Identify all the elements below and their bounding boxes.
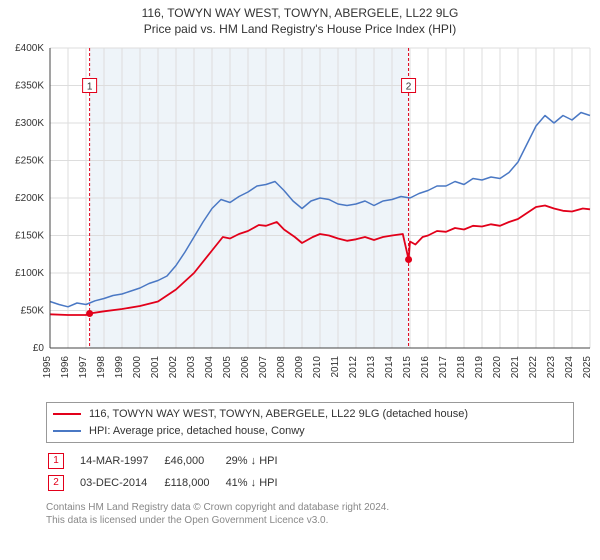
svg-text:2009: 2009: [294, 356, 305, 379]
svg-text:1: 1: [87, 82, 93, 93]
svg-text:£400K: £400K: [15, 43, 44, 54]
legend-swatch-a: [53, 413, 81, 415]
svg-text:1999: 1999: [114, 356, 125, 379]
footer-line-2: This data is licensed under the Open Gov…: [46, 514, 574, 527]
svg-text:£250K: £250K: [15, 156, 44, 167]
legend: 116, TOWYN WAY WEST, TOWYN, ABERGELE, LL…: [46, 402, 574, 443]
chart-svg: £0 £50K £100K £150K £200K £250K £300K £350K £400…: [6, 42, 594, 392]
svg-text:1997: 1997: [78, 356, 89, 379]
legend-swatch-b: [53, 430, 81, 432]
sale-date: 03-DEC-2014: [80, 473, 162, 493]
svg-text:2010: 2010: [312, 356, 323, 379]
svg-text:2022: 2022: [528, 356, 539, 379]
svg-text:2008: 2008: [276, 356, 287, 379]
svg-text:2013: 2013: [366, 356, 377, 379]
svg-text:1996: 1996: [60, 356, 71, 379]
svg-text:2023: 2023: [546, 356, 557, 379]
page-title-1: 116, TOWYN WAY WEST, TOWYN, ABERGELE, LL…: [6, 6, 594, 20]
svg-text:£50K: £50K: [21, 306, 45, 317]
svg-text:1995: 1995: [42, 356, 53, 379]
sale-price: £46,000: [164, 451, 223, 471]
sale-delta: 29% ↓ HPI: [226, 451, 292, 471]
svg-text:2012: 2012: [348, 356, 359, 379]
svg-text:2005: 2005: [222, 356, 233, 379]
svg-text:2021: 2021: [510, 356, 521, 379]
svg-text:£350K: £350K: [15, 81, 44, 92]
legend-row-series-a: 116, TOWYN WAY WEST, TOWYN, ABERGELE, LL…: [53, 406, 567, 423]
svg-text:2007: 2007: [258, 356, 269, 379]
svg-text:2011: 2011: [330, 356, 341, 378]
svg-text:2004: 2004: [204, 356, 215, 379]
svg-text:2025: 2025: [582, 356, 593, 379]
svg-text:2001: 2001: [150, 356, 161, 379]
svg-text:2016: 2016: [420, 356, 431, 379]
sale-delta: 41% ↓ HPI: [226, 473, 292, 493]
svg-text:2003: 2003: [186, 356, 197, 379]
svg-text:1998: 1998: [96, 356, 107, 379]
chart: £0 £50K £100K £150K £200K £250K £300K £350K £400…: [6, 42, 594, 392]
svg-text:2019: 2019: [474, 356, 485, 379]
svg-text:£150K: £150K: [15, 231, 44, 242]
table-row: 2 03-DEC-2014 £118,000 41% ↓ HPI: [48, 473, 292, 493]
footer-line-1: Contains HM Land Registry data © Crown c…: [46, 501, 574, 514]
svg-text:2: 2: [406, 82, 412, 93]
sale-price: £118,000: [164, 473, 223, 493]
svg-text:2018: 2018: [456, 356, 467, 379]
svg-text:2006: 2006: [240, 356, 251, 379]
legend-text-a: 116, TOWYN WAY WEST, TOWYN, ABERGELE, LL…: [89, 406, 468, 423]
svg-text:2000: 2000: [132, 356, 143, 379]
svg-text:£100K: £100K: [15, 268, 44, 279]
svg-text:2024: 2024: [564, 356, 575, 379]
page-title-2: Price paid vs. HM Land Registry's House …: [6, 22, 594, 36]
svg-text:2015: 2015: [402, 356, 413, 379]
legend-row-series-b: HPI: Average price, detached house, Conw…: [53, 423, 567, 440]
sale-badge-1: 1: [48, 453, 64, 469]
svg-text:£0: £0: [33, 343, 45, 354]
svg-text:2020: 2020: [492, 356, 503, 379]
sale-date: 14-MAR-1997: [80, 451, 162, 471]
table-row: 1 14-MAR-1997 £46,000 29% ↓ HPI: [48, 451, 292, 471]
sales-table: 1 14-MAR-1997 £46,000 29% ↓ HPI 2 03-DEC…: [46, 449, 294, 495]
svg-text:2014: 2014: [384, 356, 395, 379]
footer: Contains HM Land Registry data © Crown c…: [46, 501, 574, 527]
legend-text-b: HPI: Average price, detached house, Conw…: [89, 423, 305, 440]
sale-badge-2: 2: [48, 475, 64, 491]
svg-text:£200K: £200K: [15, 193, 44, 204]
svg-text:£300K: £300K: [15, 118, 44, 129]
svg-text:2002: 2002: [168, 356, 179, 379]
svg-text:2017: 2017: [438, 356, 449, 379]
